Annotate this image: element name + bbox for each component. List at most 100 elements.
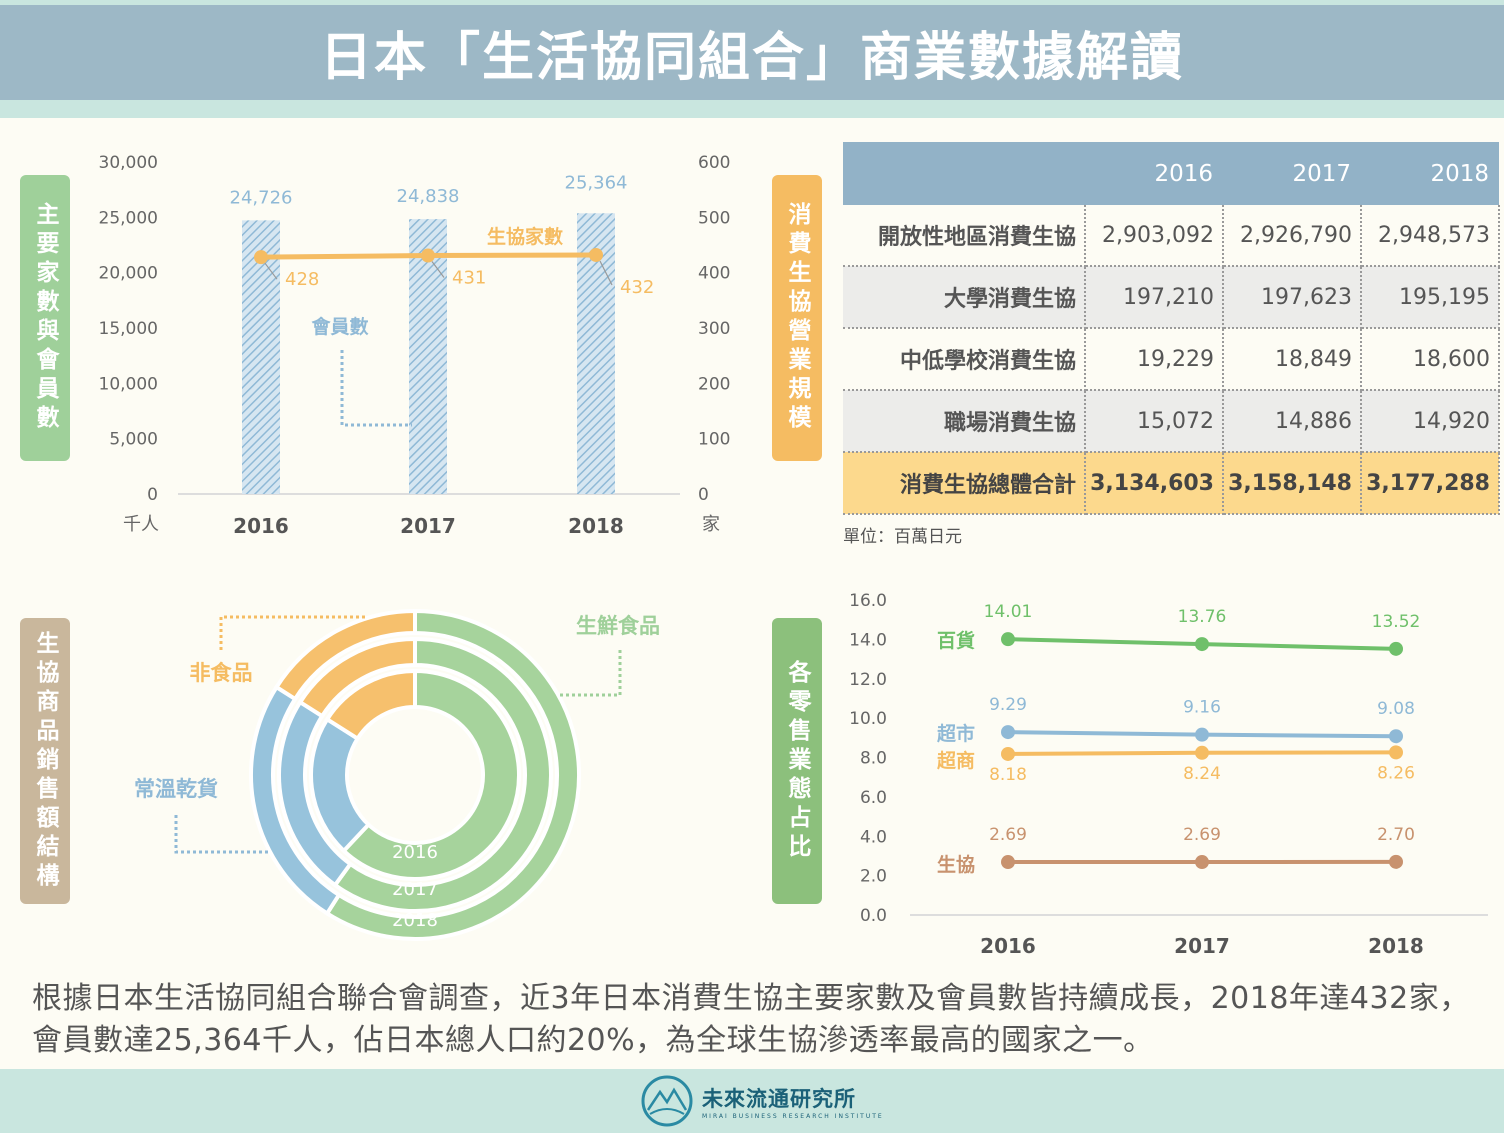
y-right-tick: 600 [698, 153, 730, 173]
table-cell: 18,849 [1223, 328, 1362, 391]
table-cell: 18,600 [1361, 328, 1500, 391]
series-name: 超市 [936, 722, 975, 745]
series-point [1195, 727, 1209, 742]
series-value-label: 14.01 [984, 602, 1033, 622]
table-row: 中低學校消費生協 19,229 18,849 18,600 [843, 328, 1500, 391]
y-left-tick: 5,000 [109, 430, 158, 450]
logo-icon [641, 1075, 693, 1127]
series-point [1389, 854, 1403, 869]
store-count-point [421, 248, 435, 263]
series-value-label: 13.52 [1372, 612, 1421, 632]
series-point [1001, 632, 1015, 647]
series-name: 生協 [937, 853, 975, 876]
table-row: 開放性地區消費生協 2,903,092 2,926,790 2,948,573 [843, 205, 1500, 267]
y-left-tick: 30,000 [99, 153, 158, 173]
logo-name: 未來流通研究所 [702, 1086, 856, 1111]
title-bar: 日本「生活協同組合」商業數據解讀 [0, 5, 1504, 100]
table-header-2018: 2018 [1361, 142, 1499, 205]
donut-slice-生鮮食品 [332, 636, 553, 913]
y-right-tick: 0 [698, 485, 709, 505]
series-point [1389, 729, 1403, 744]
series-value-label: 2.69 [1183, 825, 1221, 845]
table-row-name: 消費生協總體合計 [843, 452, 1086, 515]
x-tick: 2016 [233, 514, 289, 538]
series-value-label: 13.76 [1178, 607, 1227, 627]
line-label-leader [599, 260, 613, 286]
x-tick: 2018 [1368, 934, 1424, 958]
footer-band [0, 1069, 1504, 1133]
y-right-tick: 200 [698, 374, 730, 394]
table-row-name: 職場消費生協 [843, 390, 1086, 453]
bar-series-name: 會員數 [311, 315, 368, 338]
store-count-point [589, 247, 603, 262]
line-series-name: 生協家數 [487, 225, 563, 248]
table-cell: 19,229 [1085, 328, 1224, 391]
line-value-label: 428 [285, 269, 319, 290]
line-value-label: 432 [620, 277, 654, 298]
table-cell: 3,134,603 [1085, 452, 1224, 515]
bar-value-label: 24,726 [230, 187, 293, 208]
member-bar [409, 219, 447, 494]
donut-slice-非食品 [297, 636, 417, 719]
series-point [1001, 855, 1015, 870]
table-row-name: 大學消費生協 [843, 266, 1086, 329]
series-value-label: 2.70 [1377, 825, 1415, 845]
bar-value-label: 24,838 [397, 186, 460, 207]
series-value-label: 9.16 [1183, 698, 1221, 718]
table-label: 消費生協營業規模 [772, 175, 822, 461]
table-header-corner [843, 142, 1085, 205]
donut-ring-label: 2018 [392, 910, 438, 931]
series-value-label: 9.08 [1377, 699, 1415, 719]
series-point [1389, 641, 1403, 656]
table-cell: 3,158,148 [1223, 452, 1362, 515]
table-unit: 單位：百萬日元 [843, 527, 962, 547]
series-point [1195, 745, 1209, 760]
donut-category-label: 非食品 [190, 661, 253, 685]
donut-label: 生協商品銷售額結構 [20, 618, 70, 904]
y-tick: 6.0 [860, 788, 887, 808]
table-cell: 2,903,092 [1085, 205, 1224, 267]
y-left-tick: 10,000 [99, 374, 158, 394]
retail-share-line-chart: 0.0 2.0 4.0 6.0 8.0 10.0 12.0 14.0 16.0 2016 2017 2… [849, 591, 1488, 958]
bar-name-leader [340, 350, 412, 427]
y-right-unit: 家 [702, 514, 720, 535]
chart1-label: 主要家數與會員數 [20, 175, 70, 461]
y-left-tick: 15,000 [99, 319, 158, 339]
y-right-tick: 500 [698, 208, 730, 228]
logo: 未來流通研究所 MIRAI BUSINESS RESEARCH INSTITUT… [640, 1074, 884, 1128]
y-right-tick: 300 [698, 319, 730, 339]
sales-scale-table: 2016 2017 2018 開放性地區消費生協 2,903,092 2,926,7… [843, 142, 1500, 515]
table-row-name: 開放性地區消費生協 [843, 205, 1086, 267]
series-name: 百貨 [937, 629, 975, 652]
table-cell: 2,926,790 [1223, 205, 1362, 267]
table-cell: 197,210 [1085, 266, 1224, 329]
header-band: 日本「生活協同組合」商業數據解讀 [0, 0, 1504, 118]
y-tick: 10.0 [849, 709, 887, 729]
line-label-leader [264, 262, 278, 280]
donut-slice-生鮮食品 [340, 668, 521, 881]
donut-ring-label: 2017 [392, 879, 438, 900]
logo-sub: MIRAI BUSINESS RESEARCH INSTITUTE [702, 1112, 884, 1120]
series-point [1195, 637, 1209, 652]
table-cell: 195,195 [1361, 266, 1500, 329]
table-cell: 197,623 [1223, 266, 1362, 329]
lines-label: 各零售業態占比 [772, 618, 822, 904]
series-point [1001, 746, 1015, 761]
donut-slice-非食品 [273, 608, 417, 702]
donut-ring-label: 2016 [392, 842, 438, 863]
y-tick: 0.0 [860, 906, 887, 926]
store-count-point [254, 250, 268, 265]
summary-paragraph: 根據日本生活協同組合聯合會調查，近3年日本消費生協主要家數及會員數皆持續成長，2… [32, 981, 1470, 1058]
y-tick: 8.0 [860, 749, 887, 769]
donut-leader [174, 815, 270, 854]
y-left-tick: 25,000 [99, 208, 158, 228]
series-value-label: 9.29 [989, 695, 1027, 715]
series-point [1389, 745, 1403, 760]
y-left-unit: 千人 [123, 514, 159, 535]
table-cell: 3,177,288 [1361, 452, 1500, 515]
y-tick: 16.0 [849, 591, 887, 611]
table-cell: 15,072 [1085, 390, 1224, 453]
y-left-tick: 20,000 [99, 264, 158, 284]
member-bar [242, 220, 280, 494]
table-header-2017: 2017 [1223, 142, 1361, 205]
